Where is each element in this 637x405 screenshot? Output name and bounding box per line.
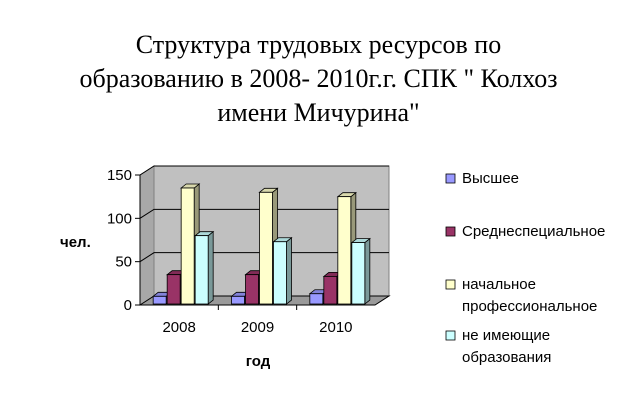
chart-axes: 0 50 100 150 2008 2009 2010 <box>107 167 375 336</box>
chart-title-line-1: Структура трудовых ресурсов по <box>135 30 502 59</box>
bar-front <box>245 274 259 305</box>
bar-front <box>194 235 209 305</box>
legend-swatch <box>445 173 456 184</box>
bar-front <box>351 242 366 305</box>
legend-label: образования <box>462 349 551 366</box>
legend-label: не имеющие <box>462 327 550 344</box>
x-tick-label: 2010 <box>319 319 352 336</box>
y-tick-label: 100 <box>107 210 132 227</box>
legend-item: начальное профессиональное <box>445 276 597 315</box>
legend-swatch <box>445 226 456 237</box>
bar-front <box>152 295 167 305</box>
gridline <box>139 252 389 263</box>
bar-не-имеющие-образования-2009 <box>272 236 293 305</box>
bar-side <box>207 230 214 305</box>
bar-front <box>337 196 352 305</box>
legend-label: Высшее <box>462 170 519 187</box>
bar-front <box>323 275 338 305</box>
gridline <box>139 165 389 176</box>
legend-label: начальное <box>462 276 536 293</box>
x-tick-label: 2008 <box>162 319 195 336</box>
chart-title-line-2: образованию в 2008- 2010г.г. СПК " Колхо… <box>79 64 558 93</box>
legend-label: Среднеспециальное <box>462 223 605 240</box>
bar-не-имеющие-образования-2008 <box>194 230 215 305</box>
chart-bars <box>152 183 371 305</box>
gridline <box>139 208 389 219</box>
bar-front <box>309 293 324 305</box>
bar-не-имеющие-образования-2010 <box>350 237 371 305</box>
chart-title: Структура трудовых ресурсов по образован… <box>0 28 637 130</box>
side-wall <box>139 165 155 306</box>
y-axis-label: чел. <box>60 234 91 251</box>
legend-item: не имеющие образования <box>445 327 551 366</box>
legend-label: профессиональное <box>462 298 597 315</box>
y-tick-label: 150 <box>107 167 132 184</box>
bar-front <box>273 241 287 305</box>
bar-front <box>180 187 195 305</box>
chart-title-line-3: имени Мичурина" <box>217 98 420 127</box>
legend-swatch <box>445 330 456 341</box>
y-tick-label: 0 <box>124 297 132 314</box>
bar-side <box>364 237 371 305</box>
bar-side <box>286 236 292 305</box>
legend-item: Высшее <box>445 170 519 187</box>
legend-swatch <box>445 279 456 290</box>
x-tick-label: 2009 <box>241 319 274 336</box>
bar-front <box>166 274 181 305</box>
y-tick-label: 50 <box>115 254 132 271</box>
bar-front <box>259 191 273 305</box>
legend: Высшее Среднеспециальное начальное професси… <box>445 170 605 366</box>
legend-item: Среднеспециальное <box>445 223 605 240</box>
x-axis-label: год <box>246 353 271 370</box>
bar-front <box>231 295 245 305</box>
